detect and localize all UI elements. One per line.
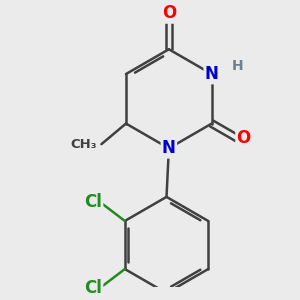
Text: N: N xyxy=(162,139,176,157)
Text: O: O xyxy=(162,4,176,22)
Text: O: O xyxy=(237,129,251,147)
Text: Cl: Cl xyxy=(84,279,102,297)
Text: Cl: Cl xyxy=(84,193,102,211)
Text: N: N xyxy=(205,65,219,83)
Text: H: H xyxy=(232,58,244,73)
Text: CH₃: CH₃ xyxy=(70,138,97,151)
